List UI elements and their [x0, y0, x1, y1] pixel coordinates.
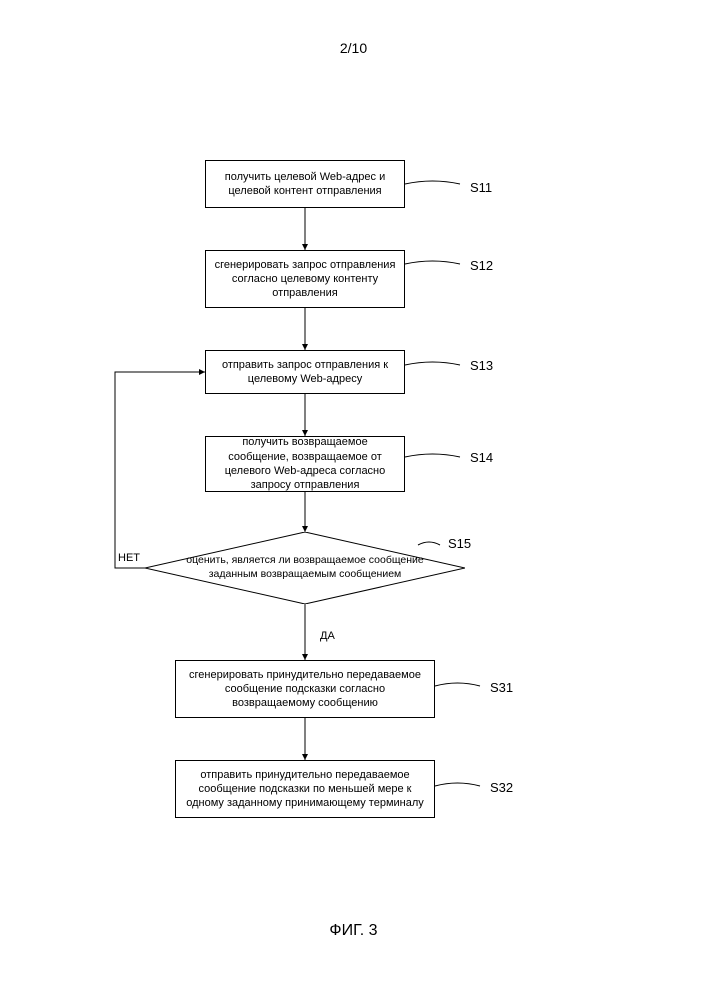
- step-label-n4: S14: [470, 450, 493, 465]
- flow-node-n3: отправить запрос отправления к целевому …: [205, 350, 405, 394]
- step-label-n2: S12: [470, 258, 493, 273]
- edge-label: НЕТ: [118, 552, 140, 564]
- figure-caption: ФИГ. 3: [329, 922, 377, 940]
- step-label-n3: S13: [470, 358, 493, 373]
- flowchart-container: получить целевой Web-адрес и целевой кон…: [0, 150, 707, 930]
- edge-label: ДА: [320, 630, 335, 642]
- flow-node-n4: получить возвращаемое сообщение, возвращ…: [205, 436, 405, 492]
- step-label-n5: S15: [448, 536, 471, 551]
- step-label-n1: S11: [470, 180, 492, 195]
- step-label-n6: S31: [490, 680, 513, 695]
- page-number: 2/10: [340, 40, 367, 56]
- flow-node-n7: отправить принудительно передаваемое соо…: [175, 760, 435, 818]
- flow-node-n2: сгенерировать запрос отправления согласн…: [205, 250, 405, 308]
- flow-node-n6: сгенерировать принудительно передаваемое…: [175, 660, 435, 718]
- flow-node-n1: получить целевой Web-адрес и целевой кон…: [205, 160, 405, 208]
- flow-node-n5: оценить, является ли возвращаемое сообще…: [145, 532, 465, 604]
- step-label-n7: S32: [490, 780, 513, 795]
